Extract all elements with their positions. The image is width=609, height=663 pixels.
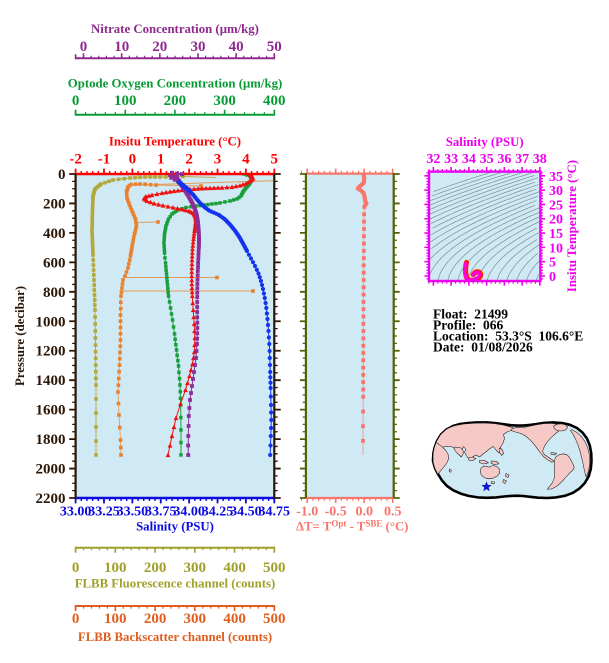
svg-text:-2: -2 [69, 152, 82, 168]
svg-text:1400: 1400 [36, 373, 66, 389]
svg-text:300: 300 [184, 560, 207, 576]
svg-text:1200: 1200 [36, 344, 66, 360]
svg-text:0.5: 0.5 [384, 505, 402, 520]
svg-text:34.25: 34.25 [202, 505, 234, 520]
svg-text:Profile: 066: Profile: 066 [433, 318, 503, 333]
svg-text:0: 0 [129, 152, 137, 168]
svg-text:0.0: 0.0 [355, 505, 373, 520]
svg-text:37: 37 [515, 152, 529, 167]
svg-text:38: 38 [533, 152, 547, 167]
svg-text:300: 300 [184, 611, 207, 627]
svg-text:2200: 2200 [36, 491, 66, 507]
svg-text:33.00: 33.00 [60, 505, 92, 520]
svg-text:32: 32 [426, 152, 440, 167]
svg-text:1600: 1600 [36, 403, 66, 419]
svg-text:-0.5: -0.5 [325, 505, 347, 520]
svg-text:33: 33 [444, 152, 458, 167]
svg-text:33.75: 33.75 [145, 505, 177, 520]
svg-text:200: 200 [144, 611, 167, 627]
svg-text:400: 400 [223, 560, 246, 576]
svg-text:30: 30 [191, 39, 206, 55]
svg-text:-1.0: -1.0 [296, 505, 318, 520]
svg-text:500: 500 [263, 560, 286, 576]
svg-text:Insitu Temperature (°C): Insitu Temperature (°C) [565, 160, 579, 292]
svg-text:400: 400 [43, 226, 66, 242]
svg-text:Optode Oxygen Concentration (μ: Optode Oxygen Concentration (μm/kg) [68, 77, 283, 91]
svg-text:34.75: 34.75 [259, 505, 291, 520]
svg-text:0: 0 [72, 93, 80, 109]
svg-text:10: 10 [114, 39, 129, 55]
svg-text:34.50: 34.50 [230, 505, 262, 520]
svg-text:50: 50 [267, 39, 282, 55]
svg-text:1800: 1800 [36, 432, 66, 448]
svg-text:200: 200 [144, 560, 167, 576]
svg-text:4: 4 [242, 152, 250, 168]
svg-text:-1: -1 [98, 152, 111, 168]
svg-text:36: 36 [497, 152, 511, 167]
svg-text:Salinity (PSU): Salinity (PSU) [136, 520, 214, 534]
svg-text:0: 0 [72, 611, 80, 627]
svg-text:0: 0 [58, 167, 66, 183]
svg-text:800: 800 [43, 285, 66, 301]
svg-text:Float: 21499: Float: 21499 [433, 307, 508, 322]
svg-text:40: 40 [229, 39, 244, 55]
svg-text:Location: 53.3°S 106.6°E: Location: 53.3°S 106.6°E [433, 329, 583, 344]
svg-text:ΔT= TOpt - TSBE (°C): ΔT= TOpt - TSBE (°C) [296, 519, 408, 534]
svg-text:400: 400 [263, 93, 286, 109]
svg-text:5: 5 [549, 256, 556, 271]
svg-text:0: 0 [549, 270, 556, 285]
svg-text:33.50: 33.50 [117, 505, 149, 520]
svg-text:10: 10 [549, 241, 563, 256]
svg-text:1: 1 [157, 152, 165, 168]
svg-text:34.00: 34.00 [173, 505, 205, 520]
svg-text:Nitrate Concentration (μm/kg): Nitrate Concentration (μm/kg) [91, 22, 259, 36]
svg-text:20: 20 [549, 213, 563, 228]
svg-text:Date: 01/08/2026: Date: 01/08/2026 [433, 340, 533, 355]
svg-text:100: 100 [114, 93, 137, 109]
svg-text:0: 0 [80, 39, 88, 55]
svg-text:200: 200 [164, 93, 187, 109]
svg-text:600: 600 [43, 255, 66, 271]
svg-text:200: 200 [43, 197, 66, 213]
svg-text:33.25: 33.25 [88, 505, 120, 520]
svg-text:0: 0 [72, 560, 80, 576]
svg-text:100: 100 [104, 560, 127, 576]
svg-text:FLBB Fluorescence channel (cou: FLBB Fluorescence channel (counts) [75, 577, 276, 591]
svg-text:300: 300 [213, 93, 236, 109]
svg-text:Salinity (PSU): Salinity (PSU) [446, 135, 524, 149]
svg-text:35: 35 [549, 170, 563, 185]
svg-text:20: 20 [152, 39, 167, 55]
svg-text:FLBB Backscatter channel (coun: FLBB Backscatter channel (counts) [78, 630, 272, 644]
svg-text:15: 15 [549, 227, 563, 242]
svg-text:1000: 1000 [36, 314, 66, 330]
svg-text:30: 30 [549, 184, 563, 199]
svg-text:Pressure (decibar): Pressure (decibar) [13, 286, 27, 386]
svg-text:35: 35 [480, 152, 494, 167]
svg-text:2000: 2000 [36, 462, 66, 478]
svg-text:3: 3 [214, 152, 222, 168]
svg-text:400: 400 [223, 611, 246, 627]
svg-text:25: 25 [549, 198, 563, 213]
svg-text:34: 34 [462, 152, 476, 167]
svg-text:2: 2 [185, 152, 193, 168]
svg-text:100: 100 [104, 611, 127, 627]
svg-text:5: 5 [271, 152, 279, 168]
svg-text:500: 500 [263, 611, 286, 627]
svg-text:Insitu Temperature (°C): Insitu Temperature (°C) [109, 135, 241, 149]
